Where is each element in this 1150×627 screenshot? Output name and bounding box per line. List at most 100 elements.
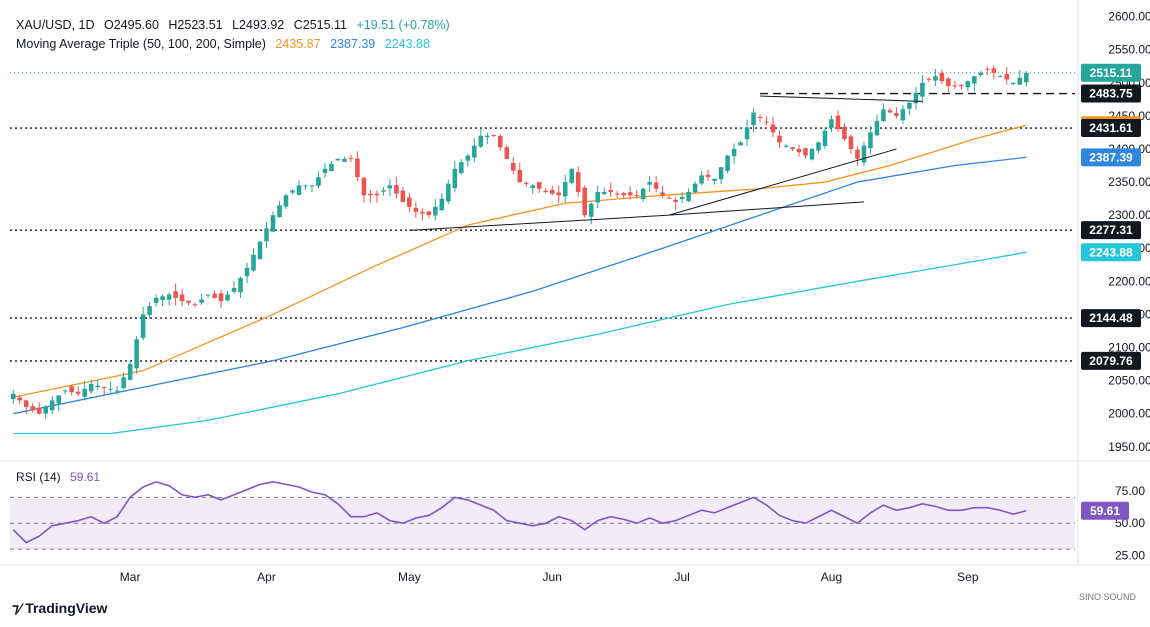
candle-body bbox=[660, 192, 665, 196]
candle-body bbox=[770, 124, 776, 133]
candle-body bbox=[303, 185, 308, 187]
candle-body bbox=[491, 135, 497, 137]
rsi-label[interactable]: RSI (14) bbox=[16, 470, 61, 484]
candle-body bbox=[186, 300, 191, 303]
candle-body bbox=[88, 383, 94, 392]
price-tag-label: 2431.61 bbox=[1089, 121, 1133, 135]
candle-body bbox=[277, 205, 282, 218]
candle-body bbox=[907, 102, 912, 109]
price-tag-label: 2079.76 bbox=[1089, 354, 1133, 368]
candle-body bbox=[900, 109, 906, 121]
rsi-tag-box bbox=[1081, 501, 1129, 520]
candle-body bbox=[153, 297, 159, 304]
candle-body bbox=[459, 162, 464, 174]
candle-body bbox=[634, 195, 639, 197]
candle-body bbox=[95, 385, 100, 388]
candle-body bbox=[394, 184, 399, 194]
candle-body bbox=[1004, 73, 1010, 80]
candle-body bbox=[374, 193, 380, 196]
time-tick-label: Mar bbox=[120, 570, 141, 584]
candle-body bbox=[192, 304, 198, 306]
candle-body bbox=[861, 145, 867, 163]
candle-body bbox=[985, 68, 990, 70]
symbol-label[interactable]: XAU/USD, 1D bbox=[16, 18, 95, 32]
candle-body bbox=[30, 406, 36, 411]
candle-body bbox=[549, 189, 555, 194]
candle-body bbox=[822, 130, 828, 147]
candle-body bbox=[407, 197, 412, 207]
candlesticks bbox=[10, 65, 1029, 420]
watermark-logo: SINO SOUND bbox=[1079, 592, 1136, 602]
candle-body bbox=[244, 268, 250, 277]
candle-body bbox=[621, 193, 626, 196]
candle-body bbox=[264, 228, 269, 242]
price-tag-box bbox=[1081, 148, 1141, 167]
candle-body bbox=[790, 147, 795, 149]
price-tick-label: 2600.00 bbox=[1108, 10, 1150, 24]
candle-body bbox=[887, 110, 893, 113]
time-tick-label: May bbox=[398, 570, 421, 584]
price-tag-label: 2277.31 bbox=[1089, 223, 1133, 237]
candle-body bbox=[933, 76, 938, 81]
price-tags: 2515.112483.752435.872431.612387.392277.… bbox=[1081, 63, 1141, 370]
candle-body bbox=[17, 397, 23, 401]
candle-body bbox=[959, 84, 964, 87]
low-value: L2493.92 bbox=[232, 18, 285, 32]
candle-body bbox=[582, 187, 587, 216]
candle-body bbox=[504, 147, 510, 159]
candle-body bbox=[1011, 82, 1016, 85]
candle-body bbox=[764, 121, 769, 123]
candle-body bbox=[368, 193, 373, 196]
rsi-line bbox=[12, 480, 1027, 544]
candle-body bbox=[296, 185, 302, 195]
candle-body bbox=[614, 193, 620, 195]
price-tag: 2515.11 bbox=[1081, 63, 1141, 82]
candle-body bbox=[134, 339, 139, 369]
price-tag: 2483.75 bbox=[1081, 84, 1141, 103]
candle-body bbox=[426, 211, 432, 216]
rsi-tick-label: 75.00 bbox=[1115, 484, 1145, 498]
candle-body bbox=[556, 192, 562, 196]
candle-body bbox=[49, 400, 55, 411]
candle-body bbox=[809, 148, 815, 160]
trendline bbox=[669, 201, 864, 216]
price-tick-label: 2300.00 bbox=[1108, 208, 1150, 222]
candle-body bbox=[127, 364, 133, 380]
time-tick-label: Jun bbox=[543, 570, 562, 584]
price-grid bbox=[0, 0, 1150, 566]
candle-body bbox=[523, 182, 529, 184]
candle-body bbox=[257, 241, 263, 260]
candle-body bbox=[855, 149, 860, 159]
candle-body bbox=[595, 191, 600, 203]
candle-body bbox=[43, 407, 48, 414]
candle-body bbox=[705, 174, 711, 178]
candle-body bbox=[478, 135, 484, 147]
candle-body bbox=[783, 145, 789, 147]
price-tag-label: 2483.75 bbox=[1089, 87, 1133, 101]
candle-body bbox=[543, 190, 549, 192]
candle-body bbox=[140, 314, 146, 338]
candle-body bbox=[692, 183, 698, 193]
candle-body bbox=[920, 82, 925, 97]
ma-line-1 bbox=[13, 156, 1027, 415]
ma100-value: 2387.39 bbox=[330, 37, 376, 51]
candle-body bbox=[433, 206, 438, 216]
price-tag-box bbox=[1081, 63, 1141, 82]
time-axis: Mar Apr May Jun Jul Aug Sep bbox=[120, 570, 979, 584]
candle-body bbox=[10, 393, 16, 400]
candle-body bbox=[686, 191, 691, 202]
high-value: H2523.51 bbox=[168, 18, 223, 32]
ma-indicator-label[interactable]: Moving Average Triple (50, 100, 200, Sim… bbox=[16, 37, 266, 51]
trendline bbox=[668, 148, 897, 216]
price-tick-label: 2350.00 bbox=[1108, 175, 1150, 189]
candle-body bbox=[842, 126, 847, 140]
candle-body bbox=[816, 142, 821, 151]
rsi-tag-label: 59.61 bbox=[1090, 504, 1120, 518]
candle-body bbox=[647, 182, 652, 185]
candle-body bbox=[894, 113, 899, 116]
trendlines bbox=[409, 95, 923, 231]
tradingview-logo[interactable]: ⁊⁄ TradingView bbox=[12, 600, 107, 617]
candle-body bbox=[926, 78, 932, 80]
ma-header: Moving Average Triple (50, 100, 200, Sim… bbox=[16, 37, 436, 51]
